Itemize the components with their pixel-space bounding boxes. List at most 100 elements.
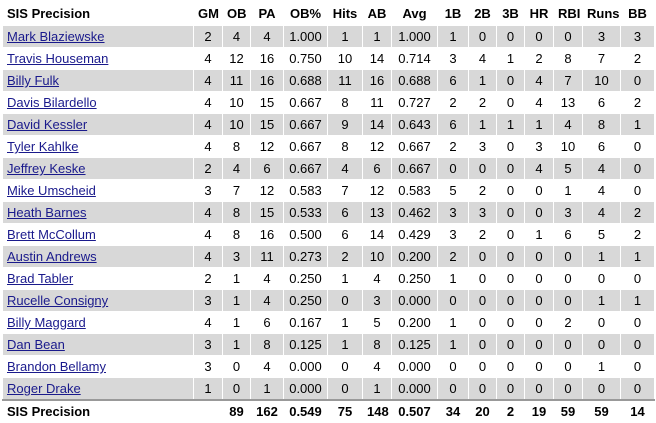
player-cell: David Kessler	[2, 113, 194, 136]
stat-cell: 2	[193, 157, 223, 180]
player-cell: Roger Drake	[2, 377, 194, 401]
stat-cell: 2	[468, 179, 497, 202]
total-cell: 89	[222, 399, 251, 423]
stat-cell: 6	[582, 91, 621, 114]
stat-cell: 0	[553, 355, 583, 378]
stat-cell: 0	[468, 25, 497, 48]
stat-cell: 15	[250, 113, 284, 136]
player-link[interactable]: Austin Andrews	[7, 249, 97, 264]
stat-cell: 1	[468, 69, 497, 92]
stat-cell: 4	[553, 113, 583, 136]
player-link[interactable]: David Kessler	[7, 117, 88, 132]
player-cell: Mike Umscheid	[2, 179, 194, 202]
stat-cell: 0	[524, 201, 554, 224]
stat-cell: 0	[496, 245, 525, 268]
player-row: Mike Umscheid 3 7 12 0.583 7 12 0.583 5 2 0 0 1 4 0	[2, 179, 655, 202]
stat-cell: 0	[327, 289, 363, 312]
stat-cell: 0.250	[283, 289, 328, 312]
stat-cell: 2	[553, 311, 583, 334]
player-link[interactable]: Mike Umscheid	[7, 183, 96, 198]
player-row: Billy Fulk 4 11 16 0.688 11 16 0.688 6 1 0 4 7 10 0	[2, 69, 655, 92]
stat-cell: 4	[250, 267, 284, 290]
player-link[interactable]: Brandon Bellamy	[7, 359, 106, 374]
stat-cell: 5	[362, 311, 392, 334]
stat-cell: 2	[524, 47, 554, 70]
stat-cell: 10	[222, 91, 251, 114]
player-link[interactable]: Brad Tabler	[7, 271, 74, 286]
stat-cell: 10	[222, 113, 251, 136]
stat-cell: 0.714	[391, 47, 438, 70]
stat-cell: 14	[362, 113, 392, 136]
stat-cell: 0	[437, 377, 469, 401]
stat-cell: 3	[468, 135, 497, 158]
stat-cell: 0	[620, 311, 655, 334]
player-link[interactable]: Heath Barnes	[7, 205, 87, 220]
stat-cell: 0	[524, 333, 554, 356]
stat-cell: 0.688	[391, 69, 438, 92]
stat-cell: 4	[582, 201, 621, 224]
player-row: Heath Barnes 4 8 15 0.533 6 13 0.462 3 3 0 0 3 4 2	[2, 201, 655, 224]
stat-cell: 4	[193, 113, 223, 136]
stat-cell: 0.667	[283, 135, 328, 158]
stat-cell: 7	[327, 179, 363, 202]
stat-cell: 1	[437, 333, 469, 356]
column-header: SIS Precision	[2, 1, 194, 26]
stat-cell: 0	[553, 377, 583, 401]
player-link[interactable]: Dan Bean	[7, 337, 65, 352]
stat-cell: 3	[437, 201, 469, 224]
player-link[interactable]: Davis Bilardello	[7, 95, 97, 110]
stat-cell: 15	[250, 91, 284, 114]
stat-cell: 0	[222, 355, 251, 378]
stat-cell: 0	[468, 157, 497, 180]
player-link[interactable]: Tyler Kahlke	[7, 139, 79, 154]
stat-cell: 0.462	[391, 201, 438, 224]
stat-cell: 0	[524, 355, 554, 378]
stat-cell: 1	[582, 245, 621, 268]
column-header: 1B	[437, 1, 469, 26]
stat-cell: 1	[620, 113, 655, 136]
stat-cell: 0	[468, 377, 497, 401]
player-link[interactable]: Roger Drake	[7, 381, 81, 396]
player-link[interactable]: Billy Fulk	[7, 73, 60, 88]
stat-cell: 11	[222, 69, 251, 92]
stat-cell: 0	[496, 333, 525, 356]
column-header: Hits	[327, 1, 363, 26]
player-link[interactable]: Jeffrey Keske	[7, 161, 86, 176]
player-link[interactable]: Billy Maggard	[7, 315, 86, 330]
stat-cell: 0.583	[391, 179, 438, 202]
stat-cell: 8	[327, 91, 363, 114]
stat-cell: 0	[524, 377, 554, 401]
stat-cell: 4	[327, 157, 363, 180]
stat-cell: 0	[620, 179, 655, 202]
stat-cell: 4	[250, 289, 284, 312]
stat-cell: 0.167	[283, 311, 328, 334]
stat-cell: 3	[524, 135, 554, 158]
stat-cell: 0	[496, 91, 525, 114]
player-link[interactable]: Mark Blaziewske	[7, 29, 105, 44]
stat-cell: 1	[327, 25, 363, 48]
stat-cell: 2	[193, 25, 223, 48]
stat-cell: 6	[437, 69, 469, 92]
stat-cell: 0	[327, 377, 363, 401]
stat-cell: 6	[553, 223, 583, 246]
stat-cell: 4	[250, 25, 284, 48]
column-header: OB	[222, 1, 251, 26]
stat-cell: 13	[553, 91, 583, 114]
total-label: SIS Precision	[2, 399, 194, 423]
player-row: Davis Bilardello 4 10 15 0.667 8 11 0.727 2 2 0 4 13…	[2, 91, 655, 114]
stat-cell: 0.667	[391, 157, 438, 180]
stat-cell: 0.125	[391, 333, 438, 356]
stat-cell: 0	[496, 289, 525, 312]
player-link[interactable]: Rucelle Consigny	[7, 293, 109, 308]
stat-cell: 3	[362, 289, 392, 312]
player-link[interactable]: Travis Houseman	[7, 51, 109, 66]
stat-cell: 1	[496, 47, 525, 70]
column-header: PA	[250, 1, 284, 26]
player-link[interactable]: Brett McCollum	[7, 227, 96, 242]
stat-cell: 8	[222, 135, 251, 158]
player-cell: Brett McCollum	[2, 223, 194, 246]
stat-cell: 12	[362, 135, 392, 158]
stat-cell: 0.000	[283, 377, 328, 401]
stat-cell: 3	[582, 25, 621, 48]
stat-cell: 0.727	[391, 91, 438, 114]
